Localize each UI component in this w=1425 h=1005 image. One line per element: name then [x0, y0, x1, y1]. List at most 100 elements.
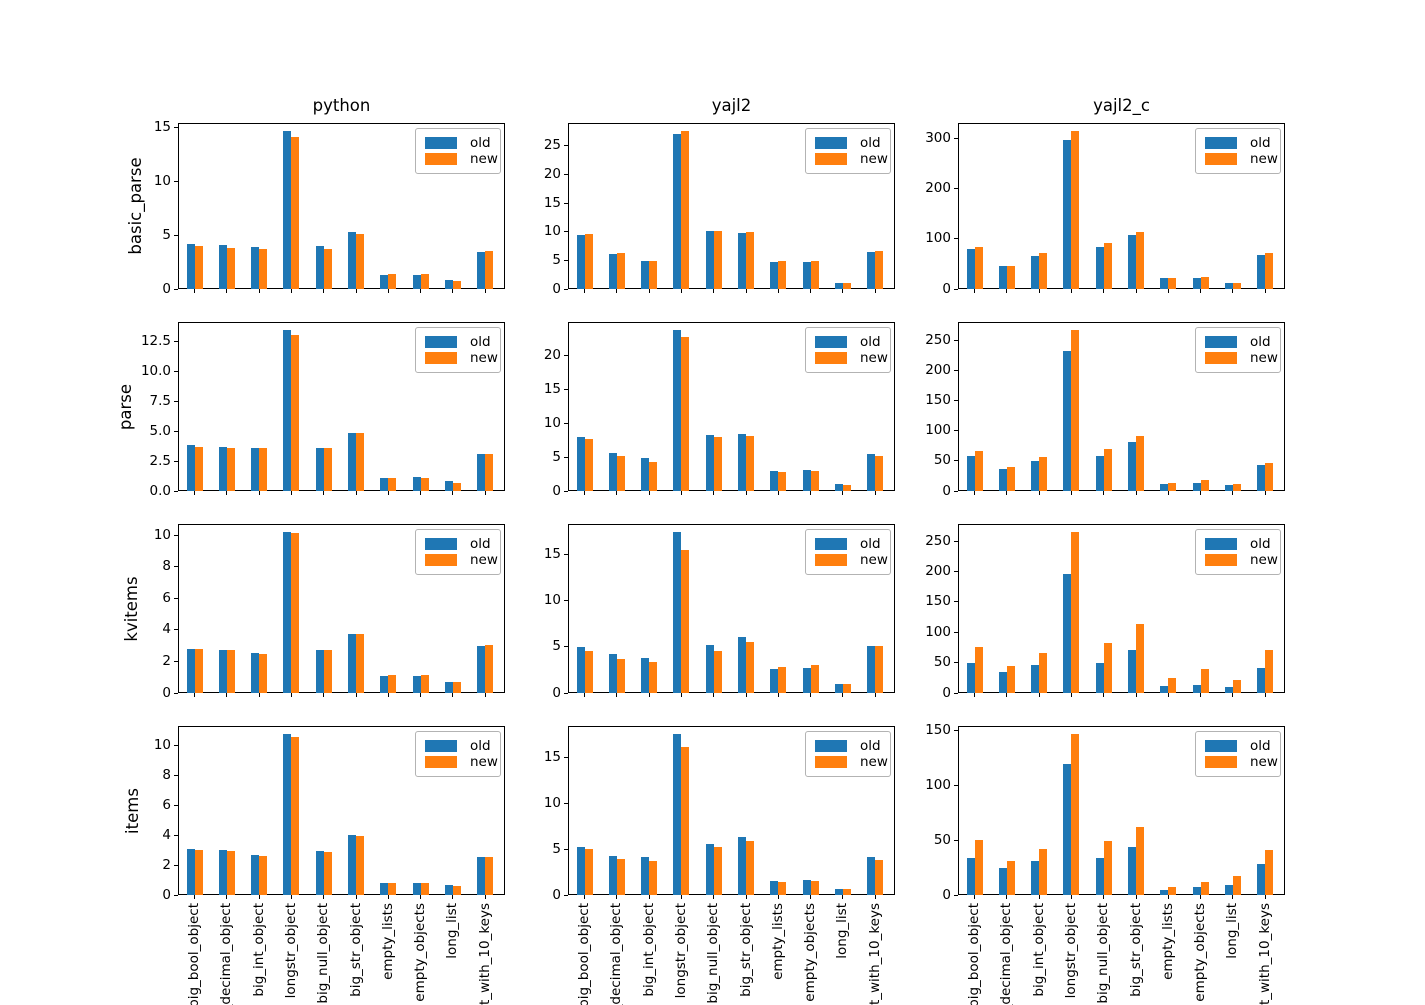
bar-old-big_str_object [738, 636, 746, 693]
x-tick [1200, 491, 1202, 495]
legend-label-new: new [860, 151, 888, 167]
bar-old-big_int_object [251, 448, 260, 491]
y-tick-label: 100 [925, 230, 951, 247]
legend-swatch-old [815, 538, 847, 550]
bar-old-big_str_object [738, 837, 746, 895]
x-tick-label-object_with_10_keys: object_with_10_keys [476, 903, 493, 1005]
y-tick-label: 10 [543, 414, 561, 431]
x-tick [974, 289, 975, 293]
bar-new-big_decimal_object [226, 447, 235, 491]
bar-new-object_with_10_keys [1265, 253, 1274, 289]
bar-old-long_list [1224, 282, 1233, 289]
bar-old-long_list [444, 681, 453, 693]
legend-label-old: old [860, 135, 881, 151]
bar-new-empty_lists [388, 477, 397, 491]
bar-old-long_list [444, 481, 453, 491]
x-tick [648, 289, 650, 293]
bar-new-big_null_object [323, 650, 332, 693]
x-tick-label-big_null_object: big_null_object [1095, 903, 1112, 1004]
legend-entry-new: new [425, 755, 498, 769]
x-tick [1232, 491, 1234, 495]
x-tick [258, 693, 260, 697]
bar-new-long_list [842, 683, 851, 693]
legend-entry-old: old [425, 739, 491, 753]
x-tick [1103, 289, 1105, 293]
bar-old-big_null_object [705, 434, 714, 491]
y-tick-label: 7.5 [149, 392, 171, 409]
bar-new-object_with_10_keys [875, 645, 884, 693]
x-tick-label-big_int_object: big_int_object [640, 903, 657, 997]
bar-new-long_list [452, 482, 461, 491]
legend-entry-new: new [1205, 755, 1278, 769]
legend: old new [415, 128, 501, 174]
bar-new-big_int_object [649, 260, 658, 289]
x-tick [842, 289, 844, 293]
x-tick [484, 491, 486, 495]
y-tick-label: 300 [925, 129, 951, 146]
bar-new-empty_objects [1200, 277, 1209, 289]
x-tick [1070, 289, 1072, 293]
bar-old-empty_lists [1160, 889, 1169, 895]
bar-new-object_with_10_keys [485, 644, 494, 693]
bar-new-long_list [452, 886, 461, 895]
y-tick-label: 15 [543, 749, 561, 766]
bar-old-big_bool_object [576, 235, 585, 289]
x-tick [713, 491, 715, 495]
legend-entry-new: new [1205, 553, 1278, 567]
x-tick-label-big_int_object: big_int_object [1030, 903, 1047, 997]
bar-new-big_bool_object [194, 245, 203, 289]
y-tick [564, 422, 568, 424]
y-tick [174, 180, 178, 182]
legend-label-old: old [1250, 135, 1271, 151]
x-tick [648, 491, 650, 495]
y-tick-label: 2.5 [149, 452, 171, 469]
bar-new-big_int_object [259, 653, 268, 693]
legend: old new [1195, 529, 1281, 575]
x-tick-label-longstr_object: longstr_object [672, 903, 689, 999]
x-tick [355, 895, 357, 899]
y-tick [564, 692, 568, 694]
x-tick [874, 491, 876, 495]
x-tick [1200, 693, 1202, 697]
bar-new-big_bool_object [194, 446, 203, 491]
legend-label-new: new [1250, 552, 1278, 568]
bar-old-empty_lists [770, 262, 779, 289]
bar-old-big_bool_object [186, 243, 195, 289]
x-tick [616, 491, 618, 495]
bar-old-big_decimal_object [608, 856, 617, 895]
y-tick [954, 839, 958, 841]
bar-new-big_str_object [356, 835, 364, 895]
bar-old-empty_objects [802, 668, 811, 693]
x-tick [323, 289, 325, 293]
x-tick [974, 895, 975, 899]
x-tick-label-big_str_object: big_str_object [1127, 903, 1144, 997]
x-tick [1038, 289, 1040, 293]
x-tick [713, 693, 715, 697]
legend-label-old: old [1250, 334, 1271, 350]
y-tick-label: 0 [552, 482, 561, 499]
bar-new-empty_lists [388, 674, 397, 693]
x-tick-label-big_str_object: big_str_object [347, 903, 364, 997]
bar-new-empty_objects [810, 260, 819, 289]
bar-new-big_int_object [259, 448, 268, 491]
bar-new-longstr_object [291, 137, 300, 289]
bar-new-longstr_object [1071, 531, 1080, 693]
y-tick-label: 10 [153, 172, 171, 189]
bar-new-big_str_object [746, 841, 754, 895]
y-tick [564, 553, 568, 555]
bar-old-empty_lists [380, 676, 389, 693]
legend-entry-new: new [425, 553, 498, 567]
bar-new-longstr_object [291, 335, 300, 491]
bar-new-big_int_object [1039, 848, 1048, 895]
x-tick [226, 289, 228, 293]
x-tick [974, 693, 975, 697]
bar-old-empty_objects [802, 262, 811, 289]
bar-new-big_decimal_object [226, 247, 235, 289]
y-tick-label: 0 [942, 280, 951, 297]
x-tick [1135, 895, 1137, 899]
bar-old-big_null_object [315, 650, 324, 693]
x-tick [777, 491, 779, 495]
bar-new-big_decimal_object [1006, 466, 1015, 491]
y-tick [954, 631, 958, 633]
x-tick-label-long_list: long_list [834, 903, 851, 959]
